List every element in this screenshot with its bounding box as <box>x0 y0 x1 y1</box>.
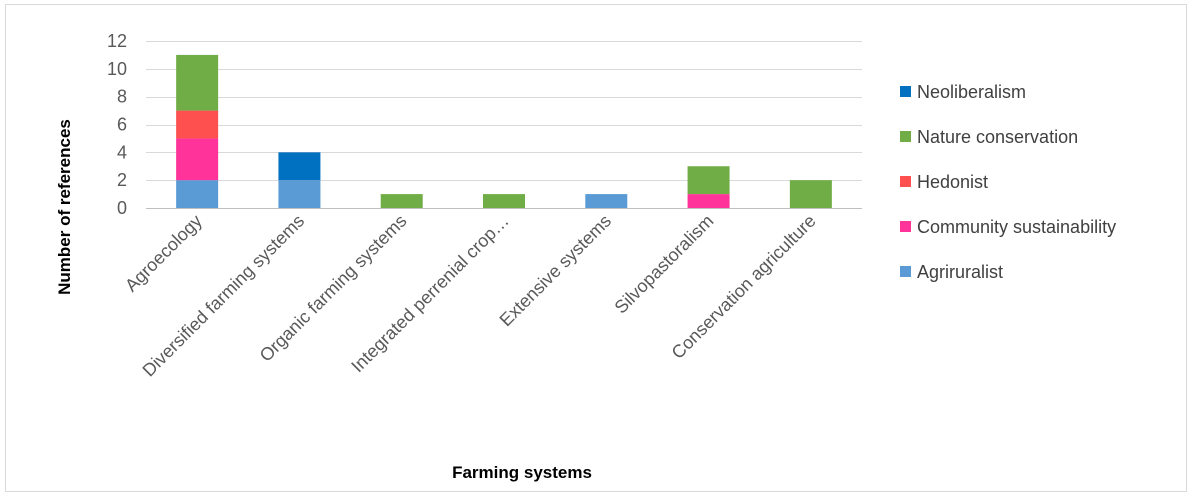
y-tick-label: 10 <box>107 59 127 79</box>
bar-segment-agriruralist <box>176 180 219 208</box>
x-tick-label: Extensive systems <box>496 211 616 331</box>
x-tick-label: Agroecology <box>121 211 206 296</box>
bar-segment-hedonist <box>176 110 219 139</box>
legend-swatch <box>900 86 911 97</box>
x-tick-label: Silvopastoralism <box>611 211 718 318</box>
bar-segment-agriruralist <box>585 194 628 208</box>
x-tick-label: Diversified farming systems <box>139 211 309 381</box>
y-tick-label: 6 <box>117 115 127 135</box>
x-axis-title: Farming systems <box>452 463 592 482</box>
bar-segment-agriruralist <box>278 180 321 208</box>
legend-swatch <box>900 176 911 187</box>
bars <box>176 54 832 208</box>
y-tick-label: 8 <box>117 87 127 107</box>
y-tick-label: 12 <box>107 31 127 51</box>
gridlines <box>146 41 862 209</box>
legend: Neoliberalism Nature conservation Hedonist… <box>900 82 1116 282</box>
bar-segment-community-sustainability <box>176 138 219 181</box>
legend-label: Hedonist <box>917 172 988 192</box>
bar-segment-community-sustainability <box>687 194 730 208</box>
bar-segment-nature-conservation <box>380 194 423 208</box>
bar-segment-nature-conservation <box>483 194 525 208</box>
legend-swatch <box>900 266 911 277</box>
bar-segment-neoliberalism <box>278 152 321 181</box>
bar-segment-nature-conservation <box>687 166 730 195</box>
y-tick-label: 2 <box>117 170 127 190</box>
y-tick-label: 4 <box>117 142 127 162</box>
bar-segment-nature-conservation <box>789 180 832 208</box>
legend-swatch <box>900 131 911 142</box>
y-tick-labels: 0 2 4 6 8 10 12 <box>107 31 127 218</box>
y-axis-title: Number of references <box>55 119 74 295</box>
legend-label: Community sustainability <box>917 217 1116 237</box>
legend-swatch <box>900 221 911 232</box>
bar-segment-nature-conservation <box>176 54 219 111</box>
legend-label: Nature conservation <box>917 127 1078 147</box>
legend-label: Neoliberalism <box>917 82 1026 102</box>
legend-label: Agriruralist <box>917 262 1003 282</box>
y-tick-label: 0 <box>117 198 127 218</box>
